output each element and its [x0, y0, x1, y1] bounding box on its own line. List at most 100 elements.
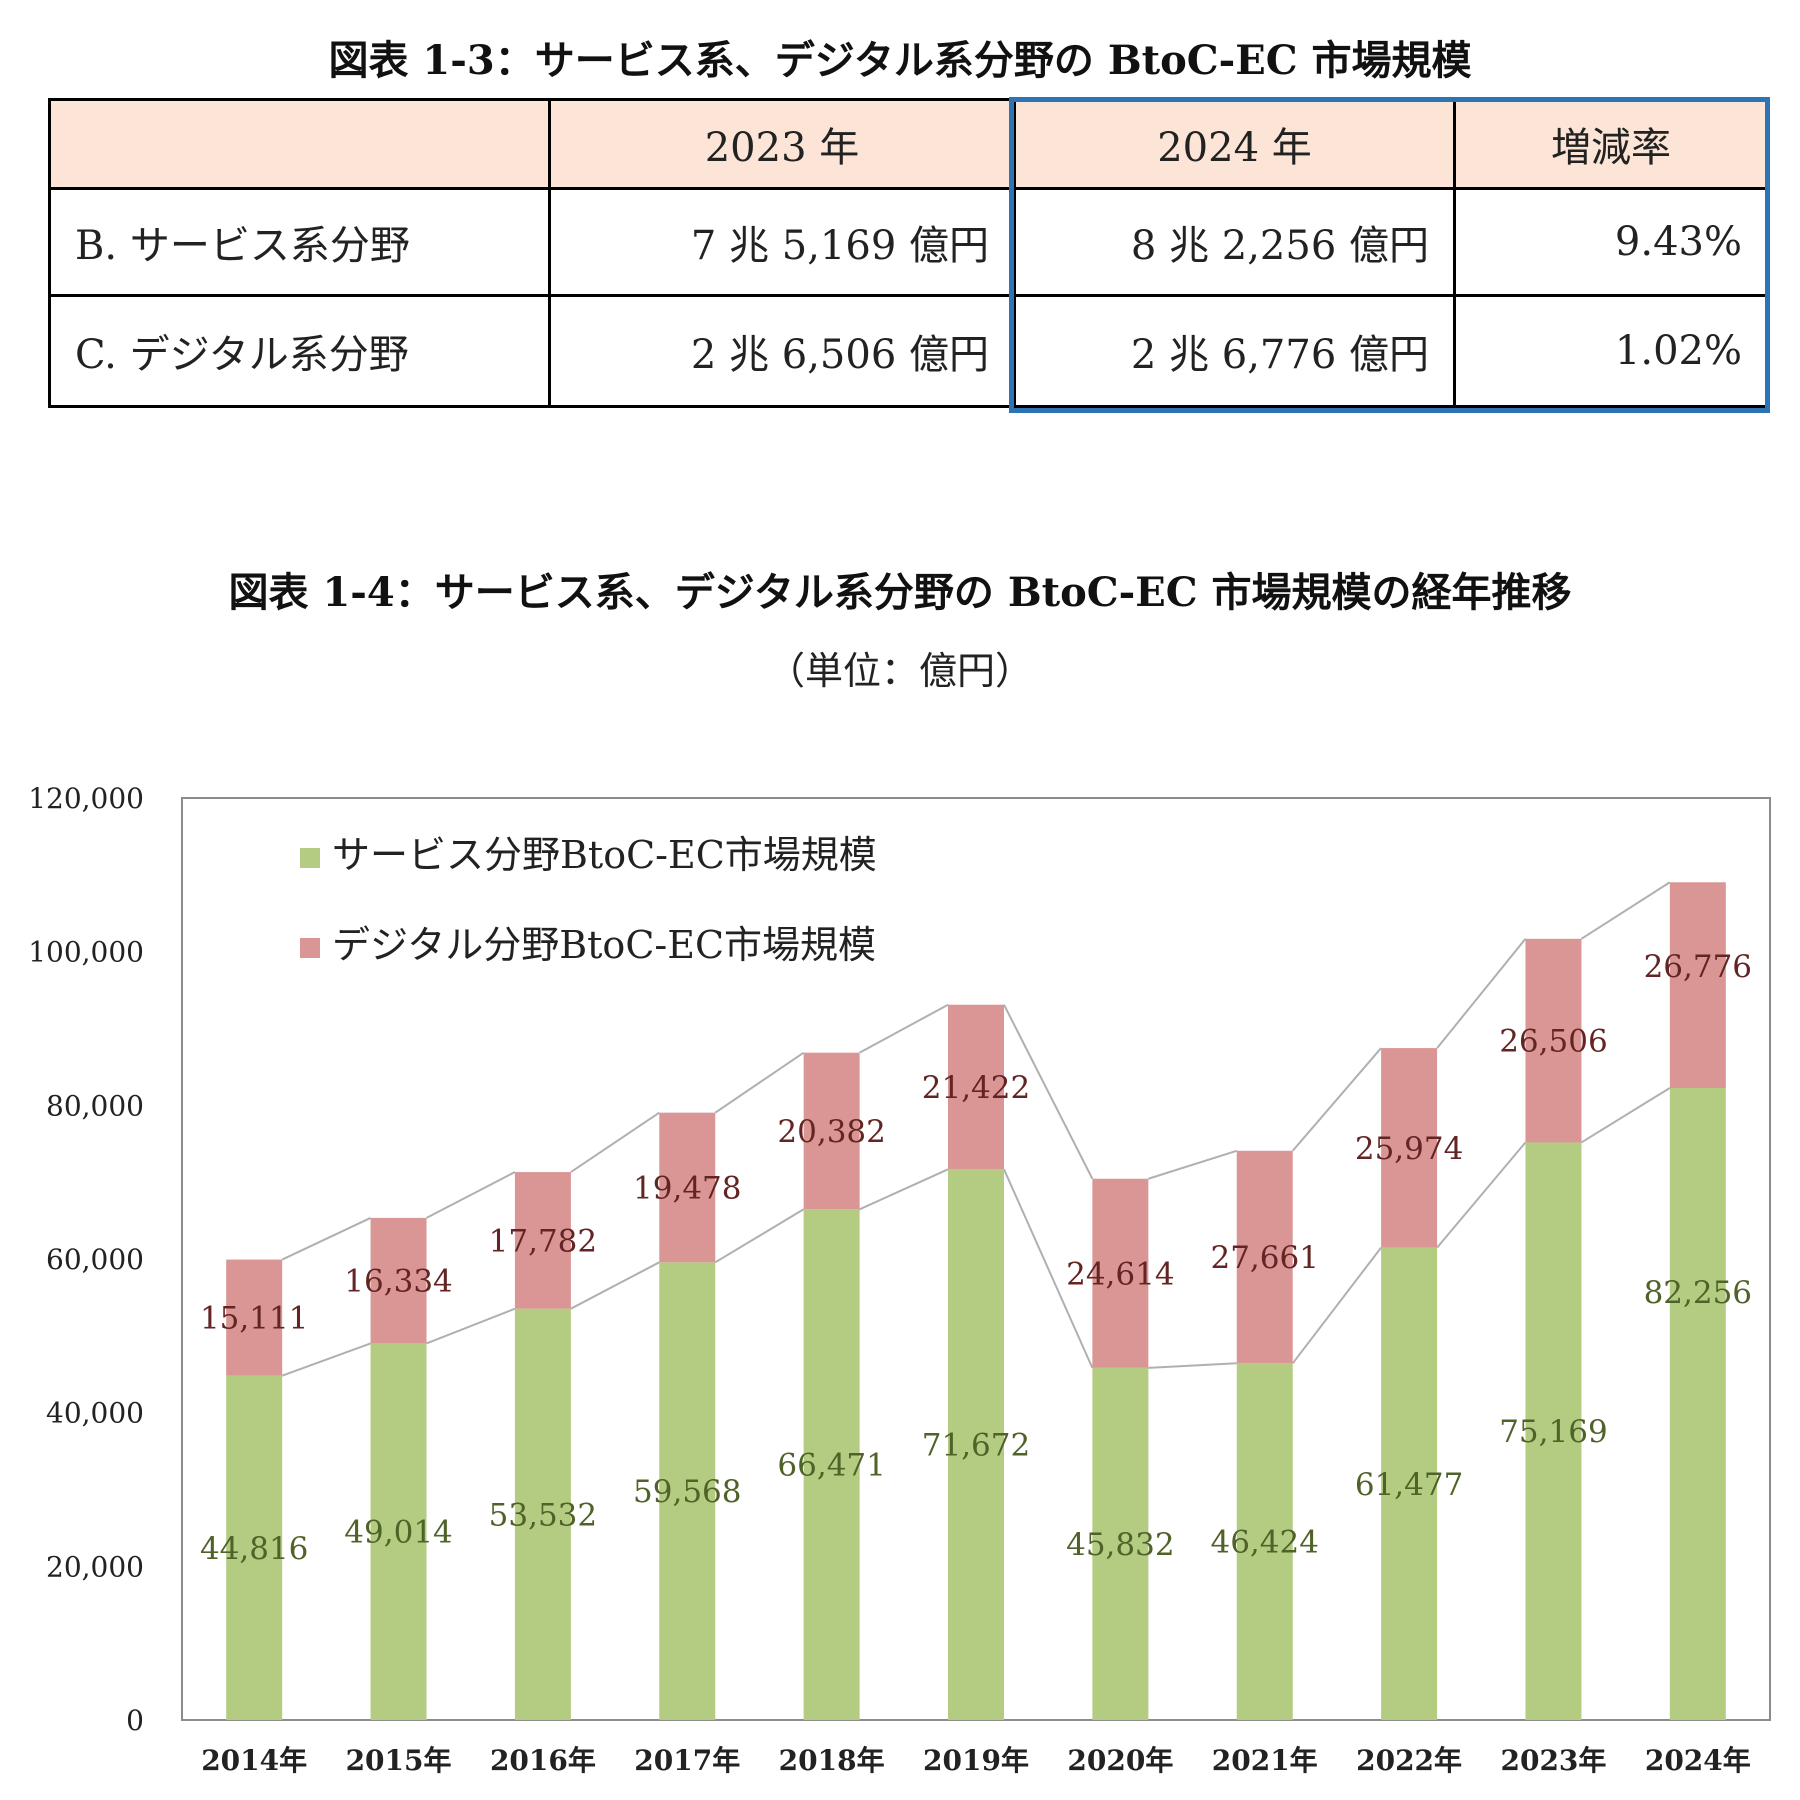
x-tick-label: 2014年: [201, 1744, 307, 1777]
series-line-total: [714, 1051, 805, 1114]
y-tick-label: 100,000: [28, 936, 144, 969]
data-label-digital: 17,782: [489, 1223, 597, 1259]
bar-digital: [1381, 1048, 1438, 1248]
header-cell-empty: [48, 98, 551, 190]
bar-service: [659, 1262, 716, 1720]
data-label-digital: 20,382: [777, 1114, 885, 1150]
data-label-service: 82,256: [1644, 1275, 1752, 1311]
bar-service: [370, 1343, 427, 1720]
bar-digital: [1525, 938, 1582, 1143]
data-label-digital: 24,614: [1066, 1256, 1174, 1292]
data-label-service: 71,672: [922, 1428, 1030, 1464]
series-line-total: [1580, 881, 1671, 940]
bar-digital: [659, 1112, 716, 1263]
y-tick-label: 120,000: [28, 782, 144, 815]
cell-digital-rate: 1.02%: [1453, 294, 1769, 408]
data-label-digital: 21,422: [922, 1070, 1030, 1106]
data-label-digital: 25,974: [1355, 1131, 1463, 1167]
stacked-bar-chart: 0 20,000 40,000 60,000 80,000 100,000 120,000 2…: [28, 782, 1771, 1777]
bar-digital: [1236, 1150, 1293, 1364]
series-line-total: [281, 1217, 371, 1261]
y-tick-label: 20,000: [46, 1550, 144, 1583]
series-line-total: [859, 1003, 949, 1054]
bar-digital: [803, 1052, 860, 1210]
x-tick-label: 2020年: [1067, 1744, 1173, 1777]
row-label-digital: C. デジタル系分野: [48, 294, 551, 408]
x-tick-label: 2022年: [1356, 1744, 1462, 1777]
series-line-total: [1148, 1149, 1238, 1180]
series-line-service: [1580, 1087, 1671, 1144]
series-line-service: [1436, 1141, 1527, 1249]
legend-label-service: サービス分野BtoC-EC市場規模: [332, 833, 877, 877]
bar-service: [1525, 1142, 1582, 1720]
bar-digital: [1669, 882, 1726, 1088]
cell-service-rate: 9.43%: [1453, 187, 1769, 297]
y-tick-label: 80,000: [46, 1089, 144, 1122]
data-label-service: 66,471: [777, 1448, 885, 1484]
data-label-digital: 26,776: [1644, 949, 1752, 985]
bar-service: [514, 1308, 571, 1720]
series-line-total: [426, 1171, 516, 1219]
table-row: B. サービス系分野 7 兆 5,169 億円 8 兆 2,256 億円 9.4…: [48, 187, 1769, 297]
chart-unit: （単位：億円）: [766, 649, 1033, 693]
series-line-total: [570, 1111, 660, 1173]
x-tick-label: 2021年: [1212, 1744, 1318, 1777]
bar-service: [1092, 1367, 1149, 1720]
table-row: C. デジタル系分野 2 兆 6,506 億円 2 兆 6,776 億円 1.0…: [48, 294, 1769, 408]
header-cell-2024: 2024 年: [1013, 98, 1456, 190]
cell-digital-2023: 2 兆 6,506 億円: [548, 294, 1016, 408]
data-label-digital: 19,478: [633, 1170, 741, 1206]
legend-swatch-service: [300, 848, 320, 868]
data-label-digital: 26,506: [1499, 1024, 1607, 1060]
cell-service-2024: 8 兆 2,256 億円: [1013, 187, 1456, 297]
data-label-service: 61,477: [1355, 1467, 1463, 1503]
bar-service: [1381, 1247, 1438, 1720]
y-tick-label: 0: [126, 1704, 144, 1737]
series-line-service: [714, 1208, 805, 1264]
chart-title: 図表 1-4：サービス系、デジタル系分野の BtoC-EC 市場規模の経年推移: [228, 569, 1572, 616]
bar-service: [226, 1375, 283, 1720]
x-tick-label: 2024年: [1645, 1744, 1751, 1777]
bar-digital: [370, 1217, 427, 1344]
bar-service: [1236, 1363, 1293, 1720]
data-label-service: 45,832: [1066, 1527, 1174, 1563]
legend-label-digital: デジタル分野BtoC-EC市場規模: [332, 923, 876, 967]
data-label-service: 53,532: [489, 1497, 597, 1533]
bar-digital: [1092, 1178, 1149, 1368]
x-tick-label: 2015年: [346, 1744, 452, 1777]
y-tick-label: 40,000: [46, 1397, 144, 1430]
series-line-service: [1291, 1247, 1382, 1364]
series-line-service: [859, 1168, 949, 1211]
series-line-service: [1148, 1362, 1237, 1369]
series-line-total: [1436, 938, 1527, 1049]
series-line-service: [426, 1307, 516, 1345]
x-tick-label: 2017年: [634, 1744, 740, 1777]
data-label-digital: 16,334: [344, 1264, 452, 1300]
header-cell-rate: 増減率: [1453, 98, 1769, 190]
series-line-total: [1003, 1004, 1094, 1180]
bar-service: [1669, 1087, 1726, 1720]
cell-digital-2024: 2 兆 6,776 億円: [1013, 294, 1456, 408]
table-header-row: 2023 年 2024 年 増減率: [48, 98, 1769, 190]
bar-digital: [948, 1004, 1004, 1170]
data-label-digital: 27,661: [1210, 1240, 1318, 1276]
x-tick-label: 2019年: [923, 1744, 1029, 1777]
series-line-service: [1003, 1168, 1094, 1369]
data-label-service: 49,014: [344, 1515, 452, 1551]
data-label-service: 59,568: [633, 1474, 741, 1510]
x-tick-label: 2018年: [779, 1744, 885, 1777]
bar-service: [803, 1209, 860, 1720]
bar-service: [948, 1169, 1004, 1720]
data-label-service: 44,816: [200, 1531, 308, 1567]
y-tick-label: 60,000: [46, 1243, 144, 1276]
bar-digital: [226, 1259, 283, 1376]
x-tick-label: 2016年: [490, 1744, 596, 1777]
bar-digital: [514, 1172, 571, 1309]
data-label-digital: 15,111: [200, 1301, 308, 1337]
series-line-service: [570, 1261, 660, 1310]
data-label-service: 46,424: [1210, 1525, 1318, 1561]
x-tick-label: 2023年: [1500, 1744, 1606, 1777]
series-line-service: [281, 1342, 371, 1377]
table-title: 図表 1-3：サービス系、デジタル系分野の BtoC-EC 市場規模: [328, 37, 1472, 84]
series-line-total: [1291, 1047, 1382, 1152]
